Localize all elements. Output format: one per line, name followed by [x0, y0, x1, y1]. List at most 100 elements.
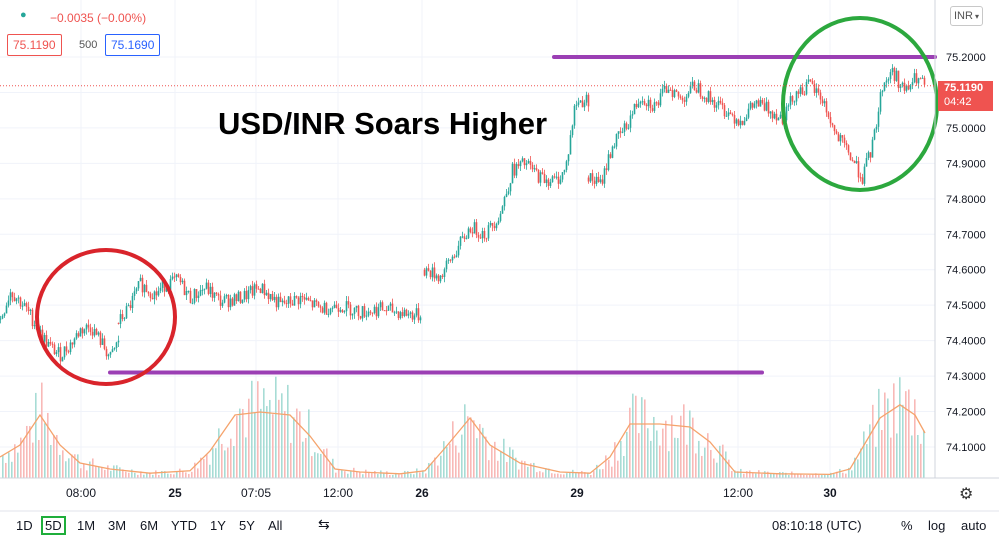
candle-body [481, 230, 484, 239]
volume-bar [500, 451, 502, 478]
candle-body [779, 114, 782, 118]
candle-body [873, 129, 876, 140]
volume-bar [260, 408, 262, 478]
range-all[interactable]: All [268, 518, 283, 533]
candle-body [681, 97, 684, 101]
candle-body [907, 85, 910, 90]
candle-body [757, 100, 760, 107]
y-tick-label: 74.5000 [946, 300, 986, 312]
price-change: −0.0035 (−0.00%) [50, 11, 147, 25]
candle-body [295, 296, 298, 298]
candle-body [593, 180, 596, 184]
volume-bar [383, 473, 385, 478]
volume-bar [347, 473, 349, 478]
volume-bar [245, 437, 247, 478]
candle-body [61, 357, 64, 362]
volume-bar [44, 423, 46, 478]
auto-toggle[interactable]: auto [961, 518, 987, 533]
volume-bar [797, 474, 799, 478]
ask-box[interactable]: 75.1690 [105, 34, 161, 56]
range-5y[interactable]: 5Y [239, 518, 255, 533]
volume-bar [686, 444, 688, 478]
volume-bar [923, 430, 925, 478]
bid-box[interactable]: 75.1190 [7, 34, 62, 56]
axes-layer: 74.1000 74.2000 74.3000 74.4000 74.5000 74.60… [0, 0, 999, 512]
date-range-icon[interactable]: ⇆ [318, 516, 330, 532]
range-5d[interactable]: 5D [41, 516, 66, 535]
candle-body [465, 238, 468, 240]
candle-body [121, 314, 124, 319]
volume-bar [701, 455, 703, 478]
volume-bar [473, 420, 475, 478]
candle-body [241, 299, 244, 303]
candle-body [399, 312, 402, 319]
utc-clock[interactable]: 08:10:18 (UTC) [772, 518, 862, 533]
volume-bar [866, 444, 868, 478]
percent-toggle[interactable]: % [901, 518, 913, 533]
chart-title: USD/INR Soars Higher [218, 106, 548, 141]
candle-body [825, 101, 828, 113]
volume-bar [299, 411, 301, 478]
volume-bar [587, 473, 589, 478]
candle-body [407, 313, 410, 316]
candle-body [695, 90, 698, 93]
range-1y[interactable]: 1Y [210, 518, 226, 533]
candle-body [795, 91, 798, 102]
candle-body [445, 260, 448, 270]
volume-bar [77, 454, 79, 478]
volume-bar [581, 470, 583, 478]
volume-bar [470, 417, 472, 478]
candle-body [809, 79, 812, 81]
volume-bar [152, 474, 154, 478]
candle-body [367, 311, 370, 316]
x-tick-label: 07:05 [241, 486, 271, 500]
volume-bar [521, 460, 523, 478]
candle-body [771, 111, 774, 119]
candle-body [107, 354, 110, 357]
status-dot-icon: ● [20, 9, 27, 21]
candle-body [97, 332, 100, 335]
volume-bar [875, 446, 877, 478]
candle-body [423, 269, 426, 276]
volume-bar [851, 470, 853, 478]
volume-bar [74, 454, 76, 478]
candle-body [255, 284, 258, 289]
currency-selector[interactable]: INR ▾ [950, 6, 983, 26]
volume-bar [329, 463, 331, 478]
volume-bar [719, 445, 721, 478]
candle-body [17, 297, 20, 299]
volume-bar [14, 444, 16, 478]
range-6m[interactable]: 6M [140, 518, 159, 533]
candle-body [109, 352, 112, 355]
range-1d[interactable]: 1D [16, 518, 33, 533]
candle-body [841, 135, 844, 138]
candle-body [523, 158, 526, 166]
candle-body [853, 160, 856, 164]
volume-bar [512, 449, 514, 478]
candle-body [317, 301, 320, 307]
candle-body [835, 131, 838, 134]
candle-body [229, 298, 232, 308]
candle-body [9, 292, 12, 301]
volume-bar [485, 436, 487, 478]
candle-body [633, 103, 636, 115]
candle-body [657, 102, 660, 106]
range-3m[interactable]: 3M [108, 518, 127, 533]
range-ytd[interactable]: YTD [171, 518, 197, 533]
x-tick-label: 25 [168, 486, 182, 500]
volume-bar [572, 469, 574, 478]
candle-body [579, 100, 582, 103]
volume-bar [902, 404, 904, 478]
volume-bar [353, 467, 355, 478]
volume-bar [593, 471, 595, 478]
range-1m[interactable]: 1M [77, 518, 96, 533]
gear-icon[interactable]: ⚙ [959, 486, 974, 503]
candle-body [729, 112, 732, 115]
candle-body [693, 81, 696, 91]
candle-body [335, 304, 338, 309]
candle-body [549, 182, 552, 186]
log-toggle[interactable]: log [928, 518, 946, 533]
candle-body [163, 280, 166, 292]
volume-bar [20, 437, 22, 478]
candle-body [479, 237, 482, 239]
